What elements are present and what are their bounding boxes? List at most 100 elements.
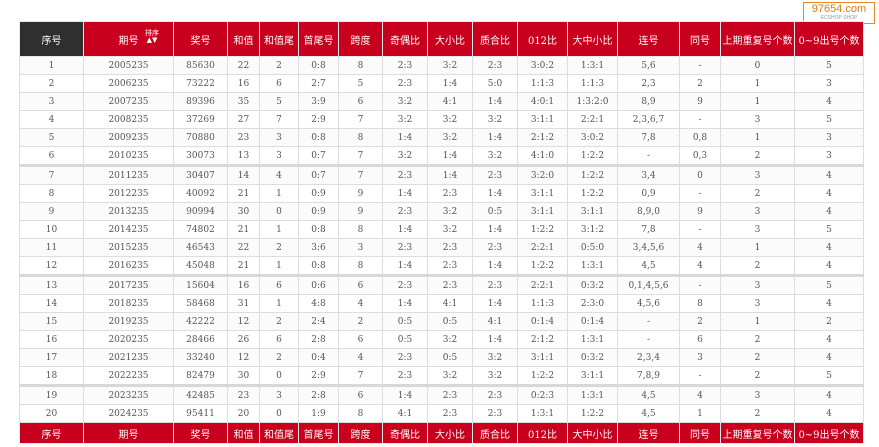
table-cell: 1:3:1 [567, 384, 618, 405]
column-header: 上期重复号个数 [720, 21, 795, 57]
table-cell: 3:2 [427, 110, 473, 129]
table-cell: 1 [679, 404, 721, 423]
table-cell: 5 [19, 128, 84, 147]
table-cell: 1:1:3 [517, 74, 568, 93]
table-cell: 0:8 [298, 128, 339, 147]
table-cell: 3:6 [298, 238, 339, 257]
table-cell: - [679, 366, 721, 386]
table-cell: 3:2 [472, 146, 518, 166]
table-cell: 3:2 [427, 56, 473, 75]
table-cell: 4 [679, 384, 721, 405]
table-cell: 1:4 [382, 220, 428, 239]
table-cell: - [679, 56, 721, 75]
table-cell: 0:2:3 [517, 384, 568, 405]
table-header: 序号 期号 排序 ▲▼ 奖号 和值 和值尾 首尾号 跨度 奇偶比 大小比 质合比 012比 大中小比 连号同… [19, 21, 864, 57]
table-cell: 2:9 [298, 366, 339, 386]
table-cell: 1:9 [298, 404, 339, 423]
table-cell: 2:3 [427, 256, 473, 276]
table-cell: 2:3 [427, 238, 473, 257]
table-cell: 4 [794, 294, 864, 313]
table-cell: 23 [227, 384, 260, 405]
table-cell: 0:9 [298, 184, 339, 203]
table-cell: 6 [19, 146, 84, 166]
table-cell: 7 [338, 110, 383, 129]
table-cell: 0:6 [298, 274, 339, 295]
table-cell: 12 [227, 312, 260, 331]
table-cell: 2:3 [472, 238, 518, 257]
table-cell: 5 [794, 110, 864, 129]
table-cell: 4,5 [617, 404, 680, 423]
table-cell: 9 [338, 184, 383, 203]
table-cell: 2 [794, 312, 864, 331]
table-row: 11 2015235 46543 22 2 3:6 3 2:3 2:3 2:3 2:2:1 0:5:0… [19, 238, 864, 257]
table-cell: 0,3 [679, 146, 721, 166]
table-cell: 8 [338, 256, 383, 276]
table-cell: 3 [794, 74, 864, 93]
table-cell: 1:3:2:0 [567, 92, 618, 111]
table-row: 14 2018235 58468 31 1 4:8 4 1:4 4:1 1:4 1:1:3 2:3:0… [19, 294, 864, 313]
table-cell: 2:9 [298, 110, 339, 129]
table-row: 3 2007235 89396 35 5 3:9 6 3:2 4:1 1:4 4:0:1 1:3:2:… [19, 92, 864, 111]
table-cell: 1:4 [472, 330, 518, 349]
column-header: 首尾号 [298, 21, 339, 57]
table-cell: 4 [338, 294, 383, 313]
footer-column-label: 首尾号 [298, 422, 339, 444]
table-cell: - [679, 184, 721, 203]
table-cell: 2012235 [83, 184, 174, 203]
table-cell: 9 [338, 202, 383, 221]
table-cell: 2006235 [83, 74, 174, 93]
table-cell: 30 [227, 366, 260, 386]
table-cell: 1:4 [382, 384, 428, 405]
table-cell: 4:1:0 [517, 146, 568, 166]
table-cell: 4 [679, 238, 721, 257]
table-cell: 6 [259, 74, 299, 93]
table-cell: 2:3 [472, 274, 518, 295]
table-cell: 0:5 [472, 202, 518, 221]
table-cell: 3,4 [617, 164, 680, 185]
table-cell: 89396 [173, 92, 228, 111]
table-cell: 4 [794, 384, 864, 405]
table-cell: 3 [720, 220, 795, 239]
table-cell: 2 [720, 256, 795, 276]
table-cell: 2016235 [83, 256, 174, 276]
table-cell: 4 [794, 404, 864, 423]
table-cell: 8 [19, 184, 84, 203]
table-cell: 4,5,6 [617, 294, 680, 313]
table-cell: 2:1:2 [517, 128, 568, 147]
column-header: 质合比 [472, 21, 518, 57]
table-cell: 1:4 [472, 128, 518, 147]
table-cell: 7,8 [617, 128, 680, 147]
table-cell: 3:1:1 [517, 348, 568, 367]
table-cell: 9 [19, 202, 84, 221]
table-cell: 6 [679, 330, 721, 349]
table-cell: 2:3 [427, 404, 473, 423]
table-cell: 9 [679, 202, 721, 221]
table-cell: 7 [338, 366, 383, 386]
table-row: 20 2024235 95411 20 0 1:9 8 4:1 2:3 2:3 1:3:1 1:2:2… [19, 404, 864, 423]
table-cell: 2008235 [83, 110, 174, 129]
table-cell: 3:9 [298, 92, 339, 111]
table-cell: 2:3 [382, 74, 428, 93]
table-cell: 3:1:1 [567, 202, 618, 221]
table-cell: 1 [259, 294, 299, 313]
table-cell: 1:4 [382, 184, 428, 203]
table-cell: 2:3 [472, 384, 518, 405]
table-cell: 2:3:0 [567, 294, 618, 313]
table-cell: 1:4 [427, 74, 473, 93]
table-cell: 4:1 [427, 294, 473, 313]
table-cell: 8 [679, 294, 721, 313]
table-cell: 2 [259, 348, 299, 367]
table-cell: 0:5 [382, 312, 428, 331]
sort-toggle-icon[interactable]: 排序 ▲▼ [145, 30, 159, 44]
table-cell: 3:1:1 [567, 366, 618, 386]
table-cell: 2015235 [83, 238, 174, 257]
table-cell: 0:8 [298, 56, 339, 75]
table-cell: 3:2 [382, 92, 428, 111]
table-cell: 45048 [173, 256, 228, 276]
table-footer: 序号 期号 奖号 和值 和值尾 首尾号 跨度 奇偶比 大小比 质合比 012比 大中小比 连号 同号 上期重… [19, 422, 864, 444]
table-cell: - [617, 146, 680, 166]
column-header-period-sortable[interactable]: 期号 排序 ▲▼ [83, 21, 174, 57]
table-row: 12 2016235 45048 21 1 0:8 8 1:4 2:3 1:4 1:2:2 1:3:1… [19, 256, 864, 276]
footer-column-label: 质合比 [472, 422, 518, 444]
table-cell: 4 [794, 164, 864, 185]
